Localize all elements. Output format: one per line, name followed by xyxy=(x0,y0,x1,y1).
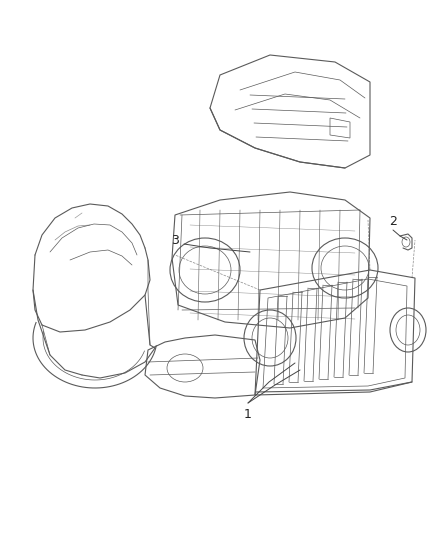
Text: 2: 2 xyxy=(389,215,397,228)
Text: 3: 3 xyxy=(171,233,179,246)
Text: 1: 1 xyxy=(244,408,252,421)
